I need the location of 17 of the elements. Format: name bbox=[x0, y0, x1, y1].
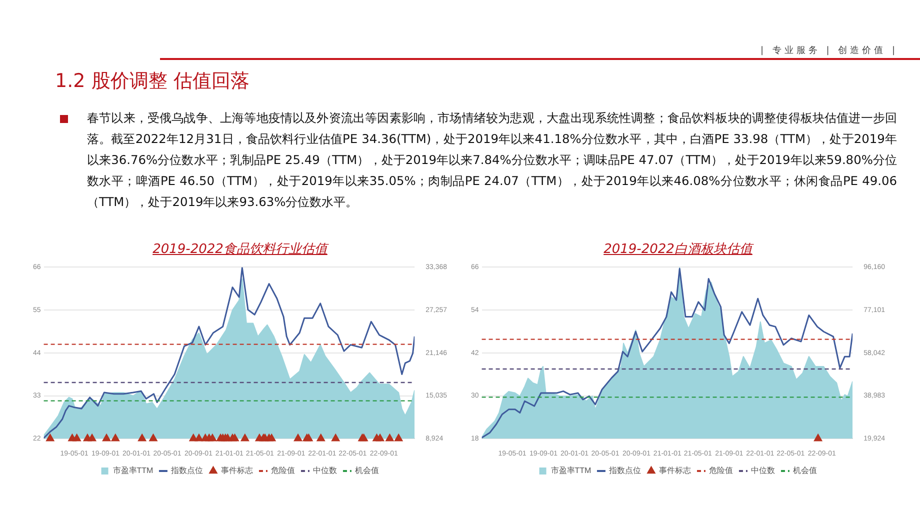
legend-label: 指数点位 bbox=[608, 466, 642, 476]
text: 1.2 股价调整 估值回落 bbox=[55, 69, 250, 94]
legend-label: 危险值 bbox=[271, 466, 296, 476]
chart-title: 2019-2022食品饮料行业估值 bbox=[152, 241, 330, 259]
legend-label: 指数点位 bbox=[170, 466, 204, 476]
legend-label: 机会值 bbox=[793, 466, 818, 476]
legend-label: 中位数 bbox=[313, 466, 338, 476]
text: | 专业服务 | 创造价值 | bbox=[760, 44, 898, 57]
legend-label: 市盈率TTM bbox=[112, 466, 154, 476]
text: 春节以来，受俄乌战争、上海等地疫情以及外资流出等因素影响，市场情绪较为悲观，大盘出现系统性调整；食品饮料板块的调整使得板块估值进一步回落。截至2022年12月31日，食品饮料行业估值PE 34.36(TTM)，处于2019年以来41.18%分位数水平，其中，白酒PE 33.98（TTM），处于2019年以来36.76%分位数水平；乳制品PE 25.49（TTM），处于2019年以来7.84%分位数水平；调味品PE 47.07（TTM），处于2019年以来59.80%分位数水平；啤酒PE 46.50（TTM），处于2019年以来35.05%；肉制品PE 24.07（TTM），处于2019年以来46.08%分位数水平；休闲食品PE 49.06（TTM），处于2019年以来93.63%分位数水平。 bbox=[87, 110, 897, 211]
legend-label: 危险值 bbox=[709, 466, 734, 476]
legend-label: 中位数 bbox=[751, 466, 776, 476]
legend-label: 事件标志 bbox=[659, 466, 692, 476]
legend-label: 机会值 bbox=[355, 466, 380, 476]
legend-label: 市盈率TTM bbox=[550, 466, 592, 476]
chart-title: 2019-2022白酒板块估值 bbox=[602, 241, 755, 259]
legend-label: 事件标志 bbox=[221, 466, 254, 476]
